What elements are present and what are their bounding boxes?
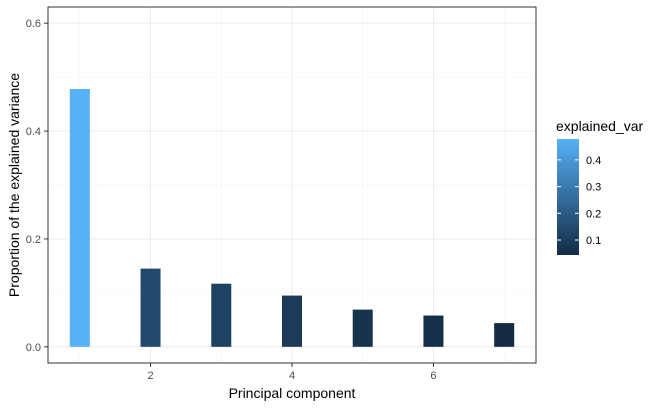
- x-axis-title: Principal component: [229, 385, 356, 401]
- y-tick-label: 0.2: [26, 234, 41, 246]
- legend-tick-label: 0.2: [586, 208, 601, 220]
- legend-tick-label: 0.3: [586, 182, 601, 194]
- y-axis-title: Proportion of the explained variance: [6, 73, 22, 297]
- y-tick-label: 0.0: [26, 342, 41, 354]
- y-tick-label: 0.4: [26, 126, 41, 138]
- bar-pc-3: [211, 283, 232, 347]
- bar-pc-1: [69, 88, 90, 347]
- bar-pc-7: [494, 323, 515, 347]
- bar-pc-4: [282, 295, 302, 347]
- y-tick-label: 0.6: [26, 18, 41, 30]
- legend-colorbar: [557, 139, 579, 255]
- x-tick-label: 6: [430, 370, 436, 382]
- plot-area: [47, 6, 537, 364]
- legend-tick-label: 0.4: [586, 155, 601, 167]
- x-tick-label: 4: [289, 370, 295, 382]
- x-axis: 2 4 6: [147, 363, 437, 382]
- x-tick-label: 2: [147, 370, 153, 382]
- bar-pc-2: [140, 268, 161, 347]
- legend-tick-label: 0.1: [586, 235, 601, 247]
- legend-title: explained_var: [556, 118, 644, 134]
- legend: explained_var 0.1 0.2 0.3 0.4: [556, 118, 644, 255]
- bar-pc-5: [352, 309, 373, 347]
- bar-pc-6: [423, 315, 444, 347]
- y-axis: 0.0 0.2 0.4 0.6: [26, 18, 48, 354]
